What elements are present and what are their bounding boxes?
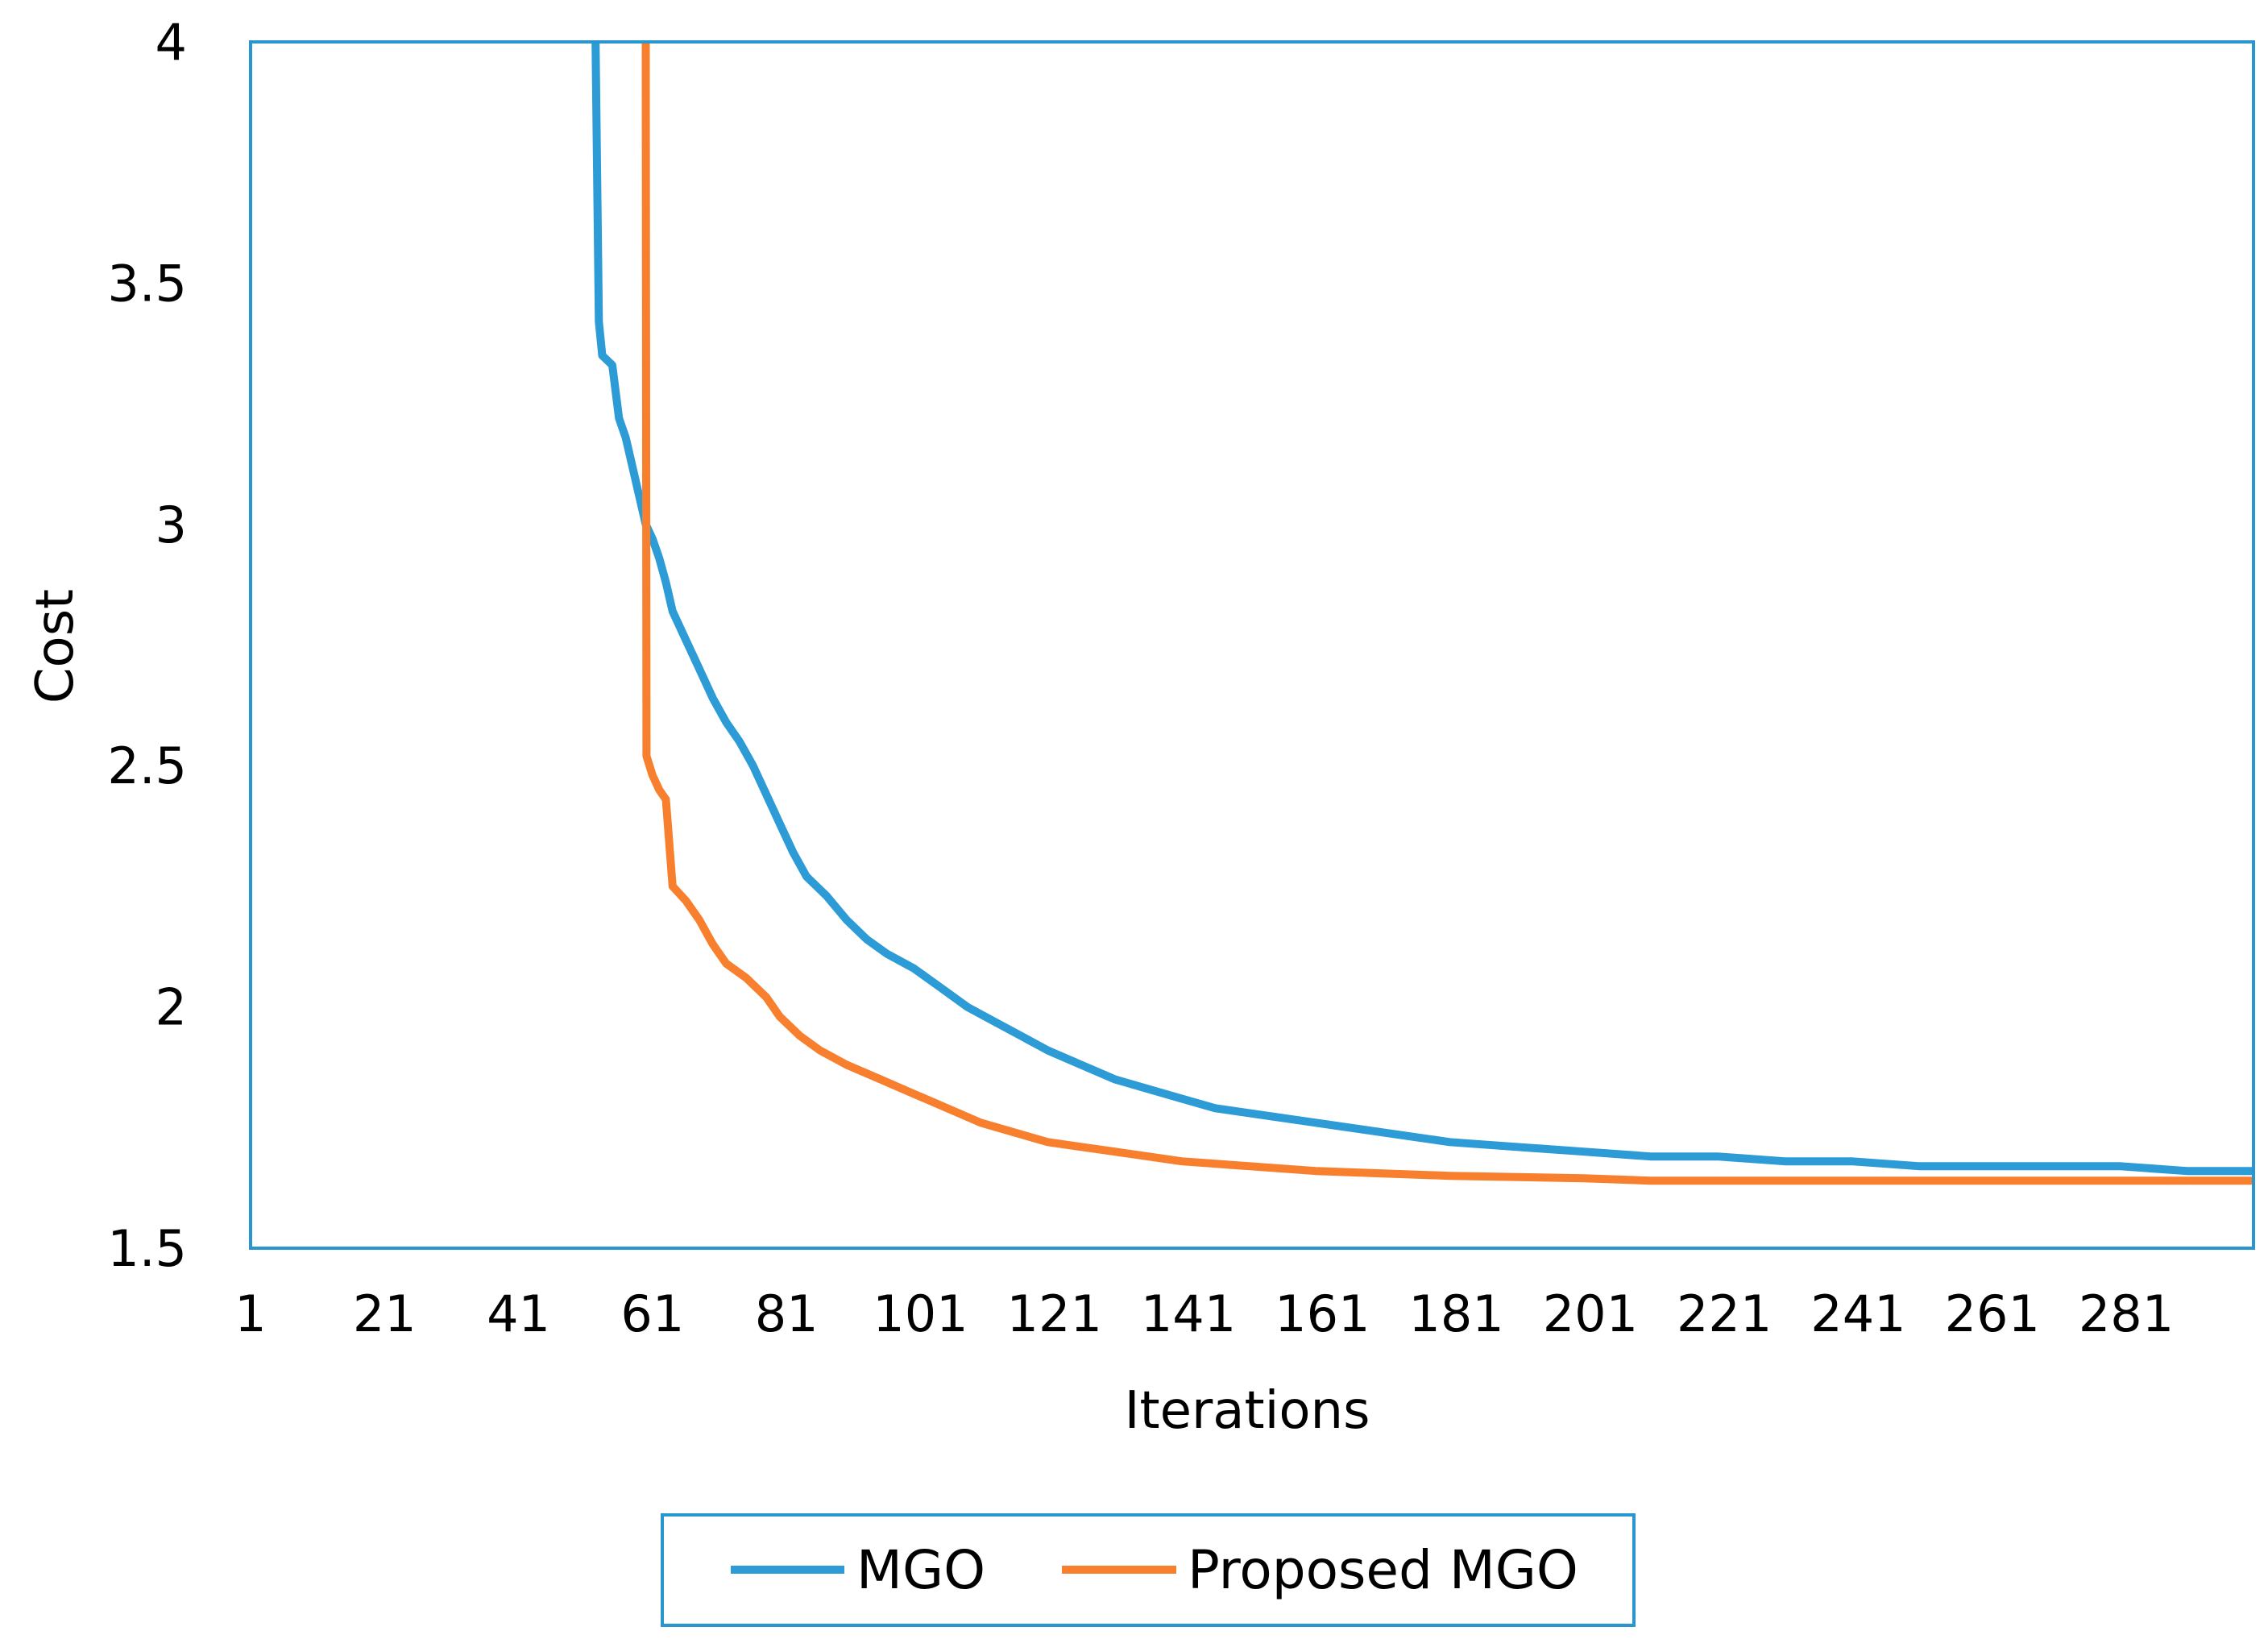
series-lines <box>591 42 2253 1185</box>
series-line-mgo <box>591 42 2253 1176</box>
x-tick-label: 21 <box>353 1284 417 1343</box>
x-tick-label: 181 <box>1408 1284 1503 1343</box>
y-tick-label: 4 <box>155 13 187 72</box>
y-tick-label: 2.5 <box>107 737 187 795</box>
legend-label-proposed-mgo: Proposed MGO <box>1188 1539 1578 1601</box>
x-axis-ticks: 1 21 41 61 81 101 121 141 161 181 201 221 241 261 281 <box>234 1284 2174 1343</box>
x-tick-label: 281 <box>2079 1284 2174 1343</box>
y-tick-label: 2 <box>155 978 187 1037</box>
plot-area-frame <box>249 40 2255 1250</box>
x-tick-label: 201 <box>1543 1284 1638 1343</box>
x-tick-label: 241 <box>1810 1284 1905 1343</box>
x-tick-label: 141 <box>1141 1284 1236 1343</box>
series-line-proposed-mgo <box>641 42 2253 1185</box>
x-tick-label: 261 <box>1945 1284 2040 1343</box>
x-axis-title: Iterations <box>1125 1381 1370 1441</box>
legend: MGO Proposed MGO <box>661 1513 1636 1627</box>
x-tick-label: 1 <box>234 1284 266 1343</box>
y-axis-ticks: 1.5 2 2.5 3 3.5 4 <box>107 13 187 1278</box>
y-axis-title: Cost <box>26 589 85 703</box>
x-tick-label: 101 <box>873 1284 968 1343</box>
x-tick-label: 41 <box>487 1284 550 1343</box>
x-tick-label: 161 <box>1275 1284 1370 1343</box>
x-tick-label: 81 <box>755 1284 819 1343</box>
legend-label-mgo: MGO <box>856 1539 985 1601</box>
y-tick-label: 3.5 <box>107 254 187 313</box>
y-tick-label: 3 <box>155 496 187 554</box>
y-tick-label: 1.5 <box>107 1219 187 1278</box>
x-tick-label: 61 <box>620 1284 684 1343</box>
x-tick-label: 121 <box>1007 1284 1102 1343</box>
x-tick-label: 221 <box>1677 1284 1772 1343</box>
